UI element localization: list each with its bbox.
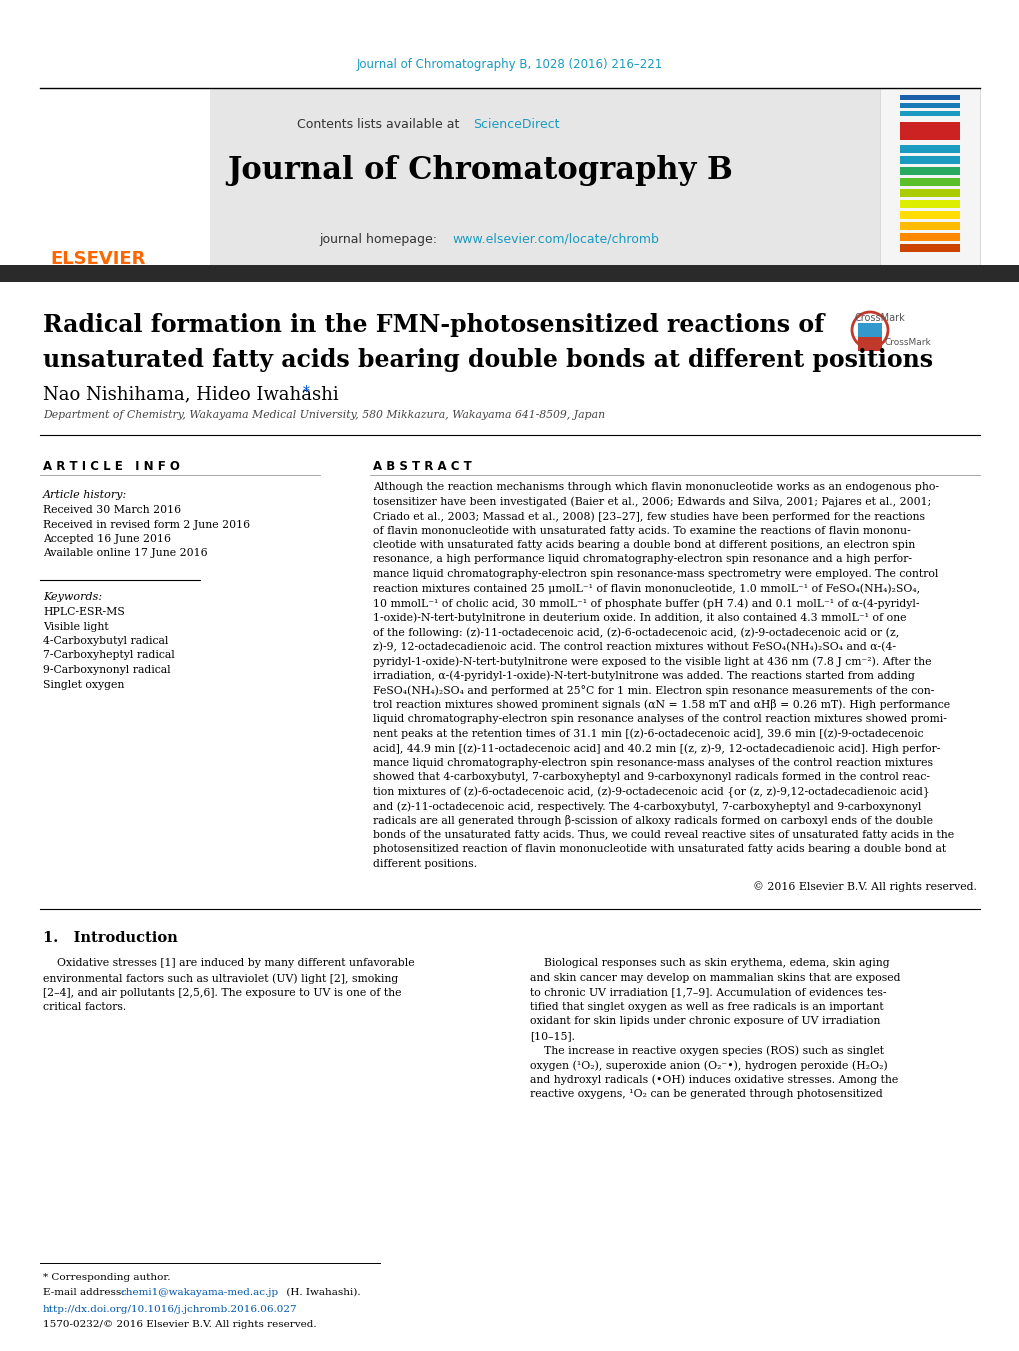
Text: Singlet oxygen: Singlet oxygen	[43, 680, 124, 689]
Text: critical factors.: critical factors.	[43, 1002, 126, 1012]
Text: *: *	[303, 385, 310, 399]
Text: pyridyl-1-oxide)-N-tert-butylnitrone were exposed to the visible light at 436 nm: pyridyl-1-oxide)-N-tert-butylnitrone wer…	[373, 657, 930, 666]
Text: A R T I C L E   I N F O: A R T I C L E I N F O	[43, 459, 179, 473]
Text: and (z)-11-octadecenoic acid, respectively. The 4-carboxybutyl, 7-carboxyheptyl : and (z)-11-octadecenoic acid, respective…	[373, 801, 920, 812]
Text: and skin cancer may develop on mammalian skins that are exposed: and skin cancer may develop on mammalian…	[530, 973, 900, 984]
Text: environmental factors such as ultraviolet (UV) light [2], smoking: environmental factors such as ultraviole…	[43, 973, 397, 984]
Text: and hydroxyl radicals (•OH) induces oxidative stresses. Among the: and hydroxyl radicals (•OH) induces oxid…	[530, 1074, 898, 1085]
Text: © 2016 Elsevier B.V. All rights reserved.: © 2016 Elsevier B.V. All rights reserved…	[752, 881, 976, 892]
Text: [2–4], and air pollutants [2,5,6]. The exposure to UV is one of the: [2–4], and air pollutants [2,5,6]. The e…	[43, 988, 401, 997]
Text: Keywords:: Keywords:	[43, 592, 102, 603]
Bar	[899, 122, 959, 141]
Text: 1570-0232/© 2016 Elsevier B.V. All rights reserved.: 1570-0232/© 2016 Elsevier B.V. All right…	[43, 1320, 316, 1329]
Text: radicals are all generated through β-scission of alkoxy radicals formed on carbo: radicals are all generated through β-sci…	[373, 816, 932, 827]
Text: cleotide with unsaturated fatty acids bearing a double bond at different positio: cleotide with unsaturated fatty acids be…	[373, 540, 914, 550]
Text: * Corresponding author.: * Corresponding author.	[43, 1273, 170, 1282]
Text: tified that singlet oxygen as well as free radicals is an important: tified that singlet oxygen as well as fr…	[530, 1002, 882, 1012]
Text: Biological responses such as skin erythema, edema, skin aging: Biological responses such as skin erythe…	[530, 958, 889, 969]
Text: journal homepage:: journal homepage:	[319, 232, 440, 246]
Text: photosensitized reaction of flavin mononucleotide with unsaturated fatty acids b: photosensitized reaction of flavin monon…	[373, 844, 946, 854]
Text: bonds of the unsaturated fatty acids. Thus, we could reveal reactive sites of un: bonds of the unsaturated fatty acids. Th…	[373, 830, 953, 840]
Bar	[899, 111, 959, 116]
Text: [10–15].: [10–15].	[530, 1031, 575, 1042]
Text: Visible light: Visible light	[43, 621, 108, 631]
Bar	[899, 222, 959, 230]
Text: nent peaks at the retention times of 31.1 min [(z)-6-octadecenoic acid], 39.6 mi: nent peaks at the retention times of 31.…	[373, 728, 923, 739]
Text: mance liquid chromatography-electron spin resonance-mass spectrometry were emplo: mance liquid chromatography-electron spi…	[373, 569, 937, 580]
Bar	[899, 200, 959, 208]
Text: Radical formation in the FMN-photosensitized reactions of: Radical formation in the FMN-photosensit…	[43, 313, 823, 336]
Text: Journal of Chromatography B: Journal of Chromatography B	[227, 155, 733, 186]
Text: 1-oxide)-N-tert-butylnitrone in deuterium oxide. In addition, it also contained : 1-oxide)-N-tert-butylnitrone in deuteriu…	[373, 612, 906, 623]
Text: Article history:: Article history:	[43, 490, 127, 500]
Text: of flavin mononucleotide with unsaturated fatty acids. To examine the reactions : of flavin mononucleotide with unsaturate…	[373, 526, 910, 535]
Text: oxidant for skin lipids under chronic exposure of UV irradiation: oxidant for skin lipids under chronic ex…	[530, 1016, 879, 1027]
Text: Nao Nishihama, Hideo Iwahashi: Nao Nishihama, Hideo Iwahashi	[43, 385, 338, 403]
Bar	[857, 323, 881, 336]
Text: The increase in reactive oxygen species (ROS) such as singlet: The increase in reactive oxygen species …	[530, 1046, 883, 1056]
Bar	[899, 189, 959, 197]
Text: different positions.: different positions.	[373, 859, 477, 869]
Text: www.elsevier.com/locate/chromb: www.elsevier.com/locate/chromb	[451, 232, 658, 246]
Text: Contents lists available at: Contents lists available at	[297, 118, 463, 131]
Bar	[899, 211, 959, 219]
Text: reaction mixtures contained 25 μmolL⁻¹ of flavin mononucleotide, 1.0 mmolL⁻¹ of : reaction mixtures contained 25 μmolL⁻¹ o…	[373, 584, 919, 594]
Text: Received in revised form 2 June 2016: Received in revised form 2 June 2016	[43, 520, 250, 530]
Text: tosensitizer have been investigated (Baier et al., 2006; Edwards and Silva, 2001: tosensitizer have been investigated (Bai…	[373, 497, 930, 507]
Text: E-mail address:: E-mail address:	[43, 1288, 127, 1297]
Bar	[0, 265, 1019, 282]
Text: 9-Carboxynonyl radical: 9-Carboxynonyl radical	[43, 665, 170, 676]
Text: Although the reaction mechanisms through which flavin mononucleotide works as an: Although the reaction mechanisms through…	[373, 482, 938, 492]
Text: acid], 44.9 min [(z)-11-octadecenoic acid] and 40.2 min [(z, z)-9, 12-octadecadi: acid], 44.9 min [(z)-11-octadecenoic aci…	[373, 743, 940, 754]
Text: resonance, a high performance liquid chromatography-electron spin resonance and : resonance, a high performance liquid chr…	[373, 554, 911, 565]
Text: irradiation, α-(4-pyridyl-1-oxide)-N-tert-butylnitrone was added. The reactions : irradiation, α-(4-pyridyl-1-oxide)-N-ter…	[373, 670, 914, 681]
Text: liquid chromatography-electron spin resonance analyses of the control reaction m: liquid chromatography-electron spin reso…	[373, 713, 946, 724]
Bar	[857, 336, 881, 351]
Bar	[899, 103, 959, 108]
Text: unsaturated fatty acids bearing double bonds at different positions: unsaturated fatty acids bearing double b…	[43, 349, 932, 372]
Bar	[40, 88, 879, 265]
Text: 7-Carboxyheptyl radical: 7-Carboxyheptyl radical	[43, 650, 174, 661]
Text: (H. Iwahashi).: (H. Iwahashi).	[282, 1288, 361, 1297]
Text: 4-Carboxybutyl radical: 4-Carboxybutyl radical	[43, 636, 168, 646]
Bar	[899, 95, 959, 100]
Text: FeSO₄(NH₄)₂SO₄ and performed at 25°C for 1 min. Electron spin resonance measurem: FeSO₄(NH₄)₂SO₄ and performed at 25°C for…	[373, 685, 933, 696]
Text: 1.   Introduction: 1. Introduction	[43, 931, 177, 944]
Text: trol reaction mixtures showed prominent signals (αN = 1.58 mT and αHβ = 0.26 mT): trol reaction mixtures showed prominent …	[373, 700, 949, 711]
Bar	[40, 88, 210, 265]
Text: z)-9, 12-octadecadienoic acid. The control reaction mixtures without FeSO₄(NH₄)₂: z)-9, 12-octadecadienoic acid. The contr…	[373, 642, 895, 651]
Text: 10 mmolL⁻¹ of cholic acid, 30 mmolL⁻¹ of phosphate buffer (pH 7.4) and 0.1 molL⁻: 10 mmolL⁻¹ of cholic acid, 30 mmolL⁻¹ of…	[373, 598, 918, 608]
Text: Oxidative stresses [1] are induced by many different unfavorable: Oxidative stresses [1] are induced by ma…	[43, 958, 414, 969]
Text: reactive oxygens, ¹O₂ can be generated through photosensitized: reactive oxygens, ¹O₂ can be generated t…	[530, 1089, 881, 1098]
Bar	[899, 155, 959, 163]
Bar	[899, 145, 959, 153]
Text: to chronic UV irradiation [1,7–9]. Accumulation of evidences tes-: to chronic UV irradiation [1,7–9]. Accum…	[530, 988, 886, 997]
Text: Available online 17 June 2016: Available online 17 June 2016	[43, 549, 208, 558]
Bar	[879, 88, 979, 265]
Text: A B S T R A C T: A B S T R A C T	[373, 459, 471, 473]
Text: of the following: (z)-11-octadecenoic acid, (z)-6-octadecenoic acid, (z)-9-octad: of the following: (z)-11-octadecenoic ac…	[373, 627, 899, 638]
Text: Journal of Chromatography B, 1028 (2016) 216–221: Journal of Chromatography B, 1028 (2016)…	[357, 58, 662, 72]
Text: showed that 4-carboxybutyl, 7-carboxyheptyl and 9-carboxynonyl radicals formed i: showed that 4-carboxybutyl, 7-carboxyhep…	[373, 771, 929, 782]
Text: CrossMark: CrossMark	[854, 313, 905, 323]
Text: ELSEVIER: ELSEVIER	[50, 250, 146, 267]
Bar	[899, 232, 959, 240]
Bar	[899, 245, 959, 253]
Bar	[899, 178, 959, 186]
Text: Criado et al., 2003; Massad et al., 2008) [23–27], few studies have been perform: Criado et al., 2003; Massad et al., 2008…	[373, 511, 924, 521]
Text: mance liquid chromatography-electron spin resonance-mass analyses of the control: mance liquid chromatography-electron spi…	[373, 758, 932, 767]
Text: Department of Chemistry, Wakayama Medical University, 580 Mikkazura, Wakayama 64: Department of Chemistry, Wakayama Medica…	[43, 409, 604, 420]
Text: chemi1@wakayama-med.ac.jp: chemi1@wakayama-med.ac.jp	[121, 1288, 279, 1297]
Text: Received 30 March 2016: Received 30 March 2016	[43, 505, 181, 515]
Text: tion mixtures of (z)-6-octadecenoic acid, (z)-9-octadecenoic acid {or (z, z)-9,1: tion mixtures of (z)-6-octadecenoic acid…	[373, 786, 929, 798]
Text: ScienceDirect: ScienceDirect	[473, 118, 559, 131]
Text: oxygen (¹O₂), superoxide anion (O₂⁻•), hydrogen peroxide (H₂O₂): oxygen (¹O₂), superoxide anion (O₂⁻•), h…	[530, 1061, 887, 1070]
Text: Accepted 16 June 2016: Accepted 16 June 2016	[43, 534, 171, 544]
Bar	[899, 168, 959, 176]
Text: CrossMark: CrossMark	[884, 338, 930, 347]
Text: http://dx.doi.org/10.1016/j.jchromb.2016.06.027: http://dx.doi.org/10.1016/j.jchromb.2016…	[43, 1305, 298, 1315]
Text: HPLC-ESR-MS: HPLC-ESR-MS	[43, 607, 124, 617]
